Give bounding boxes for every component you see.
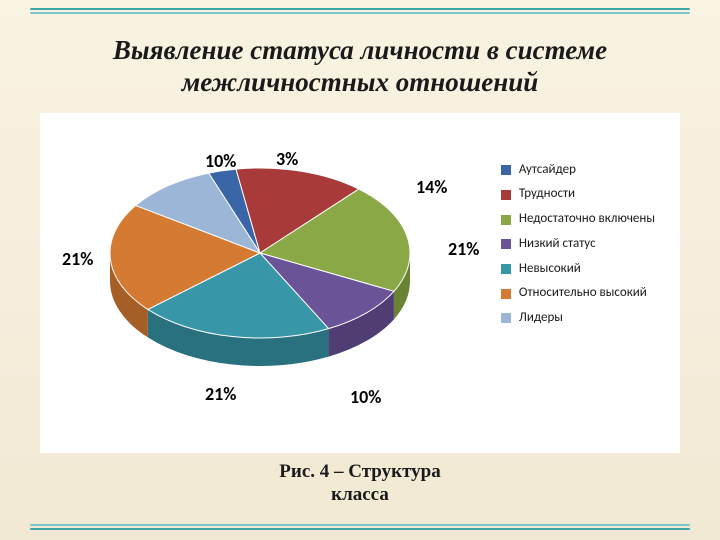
legend-label: Относительно высокий (519, 281, 647, 306)
legend-label: Лидеры (519, 306, 563, 331)
legend-swatch (501, 239, 511, 249)
legend-label: Невысокий (519, 257, 581, 282)
legend-item: Относительно высокий (501, 281, 655, 306)
legend-item: Аутсайдер (501, 158, 655, 183)
legend-item: Низкий статус (501, 232, 655, 257)
legend-label: Недостаточно включены (519, 207, 655, 232)
deco-line (30, 12, 690, 14)
legend-swatch (501, 289, 511, 299)
pct-label: 14% (416, 176, 447, 198)
figure-caption: Рис. 4 – Структура класса (40, 461, 680, 507)
deco-line (30, 528, 690, 530)
pie-chart: 3%14%21%10%21%21%10% (100, 153, 420, 413)
slide: { "title": "Выявление статуса личности в… (0, 0, 720, 540)
legend-label: Аутсайдер (519, 158, 576, 183)
pct-label: 21% (448, 238, 479, 260)
chart-area: 3%14%21%10%21%21%10% АутсайдерТрудностиН… (40, 113, 680, 453)
legend-item: Недостаточно включены (501, 207, 655, 232)
bottom-decoration (0, 522, 720, 534)
caption-line: класса (331, 484, 389, 505)
legend-item: Невысокий (501, 257, 655, 282)
top-decoration (0, 6, 720, 18)
legend-swatch (501, 165, 511, 175)
caption-line: Рис. 4 – Структура (279, 461, 440, 482)
pct-label: 21% (205, 383, 236, 405)
legend-swatch (501, 215, 511, 225)
legend-label: Низкий статус (519, 232, 596, 257)
deco-line (30, 524, 690, 526)
deco-line (30, 8, 690, 10)
pct-label: 10% (350, 386, 381, 408)
pct-label: 3% (276, 148, 298, 170)
pie-svg (100, 153, 420, 413)
pct-label: 10% (205, 150, 236, 172)
legend-swatch (501, 190, 511, 200)
pct-label: 21% (62, 248, 93, 270)
legend-swatch (501, 264, 511, 274)
legend-item: Трудности (501, 182, 655, 207)
legend: АутсайдерТрудностиНедостаточно включеныН… (501, 158, 655, 331)
legend-item: Лидеры (501, 306, 655, 331)
legend-swatch (501, 313, 511, 323)
legend-label: Трудности (519, 182, 575, 207)
slide-title: Выявление статуса личности в системе меж… (40, 34, 680, 99)
